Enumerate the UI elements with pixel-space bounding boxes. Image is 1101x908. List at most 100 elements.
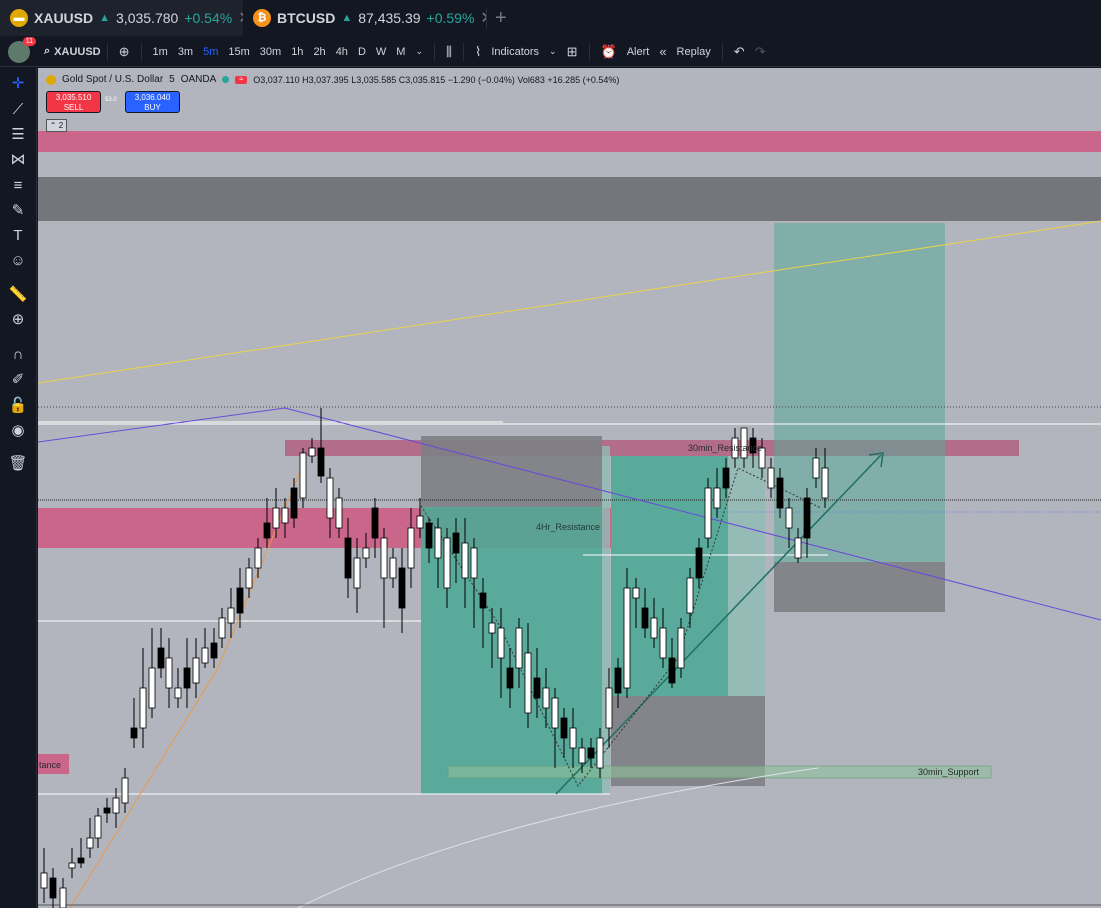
zoom-in-icon[interactable]: ⊕ xyxy=(11,311,25,328)
chevron-down-icon[interactable]: ⌄ xyxy=(549,46,557,56)
lock-drawing-icon[interactable]: ✐ xyxy=(11,371,25,388)
price-chart[interactable]: 4Hr_Resistance 30min_Resistance 30min_Su… xyxy=(38,68,1101,908)
left-resistance-zone[interactable] xyxy=(38,754,69,774)
teal-arrow-head[interactable] xyxy=(868,452,884,468)
avatar[interactable]: 11 xyxy=(8,36,36,63)
undo-icon[interactable]: ↶ xyxy=(733,43,745,59)
layouts-icon[interactable]: ⊞ xyxy=(566,43,578,59)
fib-icon[interactable]: ≡ xyxy=(13,177,23,194)
purple-trend-line[interactable] xyxy=(38,407,1101,621)
eye-icon[interactable]: ◉ xyxy=(11,422,25,439)
tab-symbol: BTCUSD xyxy=(277,10,336,26)
alert-button[interactable]: Alert xyxy=(626,45,650,58)
candle xyxy=(201,647,209,664)
label-30m-resistance: 30min_Resistance xyxy=(688,443,762,453)
lock-icon[interactable]: 🔓 xyxy=(8,397,28,414)
trend-line-icon[interactable]: ⟋ xyxy=(12,101,24,118)
sell-button[interactable]: 3,035.510 SELL xyxy=(46,91,101,113)
candle xyxy=(479,592,487,609)
replay-icon[interactable]: « xyxy=(659,44,667,59)
candle xyxy=(542,687,550,709)
timeframe-5m[interactable]: 5m xyxy=(203,45,219,58)
close-icon[interactable]: ✕ xyxy=(238,8,243,28)
replay-button[interactable]: Replay xyxy=(676,45,711,58)
candle xyxy=(263,522,271,539)
candle xyxy=(677,627,685,669)
collapse-indicators-button[interactable]: ⌃ 2 xyxy=(46,119,67,132)
candle xyxy=(112,797,120,814)
candle xyxy=(121,777,129,804)
candle xyxy=(371,507,379,539)
magnet-icon[interactable]: ∩ xyxy=(12,346,24,363)
candle xyxy=(569,727,577,749)
timeframe-2h[interactable]: 2h xyxy=(313,45,326,58)
candle xyxy=(192,657,200,684)
candle xyxy=(434,527,442,559)
crosshair-icon[interactable]: ✛ xyxy=(11,75,25,92)
candle xyxy=(362,547,370,559)
white-curve[interactable] xyxy=(297,767,819,908)
compare-plus-icon[interactable]: ⊕ xyxy=(118,43,130,59)
orange-trend-line[interactable] xyxy=(69,471,301,908)
tab-btcusd[interactable]: ₿ BTCUSD ▲ 87,435.39 +0.59% ✕ xyxy=(243,0,486,36)
parallel-lines-icon[interactable]: ☰ xyxy=(11,126,25,143)
timeframe-1m[interactable]: 1m xyxy=(152,45,168,58)
close-icon[interactable]: ✕ xyxy=(480,8,486,28)
buy-button[interactable]: 3,036.040 BUY xyxy=(125,91,180,113)
timeframe-m[interactable]: M xyxy=(396,45,406,58)
long-position-2-target[interactable] xyxy=(774,223,945,562)
pitchfork-icon[interactable]: ⋈ xyxy=(10,151,26,168)
indicators-button[interactable]: Indicators xyxy=(491,45,540,58)
candles-group xyxy=(40,408,829,908)
redo-icon[interactable]: ↷ xyxy=(754,43,766,59)
teal-arrow-line[interactable] xyxy=(555,454,882,795)
timeframe-3m[interactable]: 3m xyxy=(177,45,194,58)
chart-legend[interactable]: Gold Spot / U.S. Dollar 5 OANDA ≈ O3,037… xyxy=(46,74,619,85)
timeframe-d[interactable]: D xyxy=(357,45,366,58)
chart-canvas[interactable]: 4Hr_Resistance 30min_Resistance 30min_Su… xyxy=(38,68,1101,908)
long-position-target-right[interactable] xyxy=(728,456,765,696)
tab-xauusd[interactable]: ▬ XAUUSD ▲ 3,035.780 +0.54% ✕ xyxy=(0,0,243,36)
candle xyxy=(416,515,424,529)
candle xyxy=(668,657,676,684)
pink-zone-top[interactable] xyxy=(38,131,1101,152)
market-open-icon xyxy=(222,76,230,83)
candle xyxy=(157,647,165,669)
timeframe-4h[interactable]: 4h xyxy=(335,45,348,58)
brush-icon[interactable]: ✎ xyxy=(11,202,25,219)
short-position-stop[interactable] xyxy=(421,436,602,507)
up-arrow-icon: ▲ xyxy=(341,12,353,24)
yellow-trend-line[interactable] xyxy=(38,220,1101,384)
candle xyxy=(497,627,505,659)
candle xyxy=(59,887,67,908)
candlestick-icon[interactable]: ⫼ xyxy=(446,43,452,59)
indicators-icon[interactable]: ⌇ xyxy=(474,43,482,59)
support-zone-30m[interactable] xyxy=(447,765,992,779)
label-left-resistance: tance xyxy=(39,760,61,770)
candle xyxy=(139,687,147,729)
timeframe-1h[interactable]: 1h xyxy=(291,45,304,58)
long-position-2-stop[interactable] xyxy=(774,562,945,612)
candle xyxy=(353,557,361,589)
candle xyxy=(68,862,76,869)
timeframe-15m[interactable]: 15m xyxy=(228,45,250,58)
dark-zone-top[interactable] xyxy=(38,177,1101,221)
timeframe-30m[interactable]: 30m xyxy=(259,45,282,58)
text-icon[interactable]: T xyxy=(13,227,23,244)
ruler-icon[interactable]: 📏 xyxy=(8,286,28,303)
buy-label: BUY xyxy=(144,103,161,112)
candle xyxy=(515,627,523,669)
candle xyxy=(623,587,631,689)
candle xyxy=(281,507,289,524)
symbol-search[interactable]: ⌕ XAUUSD xyxy=(44,45,101,58)
timeframe-w[interactable]: W xyxy=(375,45,387,58)
candle xyxy=(407,527,415,569)
trash-icon[interactable]: 🗑 xyxy=(8,455,28,472)
candle xyxy=(758,447,766,469)
candle xyxy=(299,452,307,499)
chevron-down-icon[interactable]: ⌄ xyxy=(415,46,423,56)
emoji-icon[interactable]: ☺ xyxy=(10,252,26,269)
short-position-target-right[interactable] xyxy=(602,446,610,794)
alarm-icon[interactable]: ⏰ xyxy=(600,43,617,59)
new-tab-icon[interactable]: + xyxy=(486,7,515,29)
